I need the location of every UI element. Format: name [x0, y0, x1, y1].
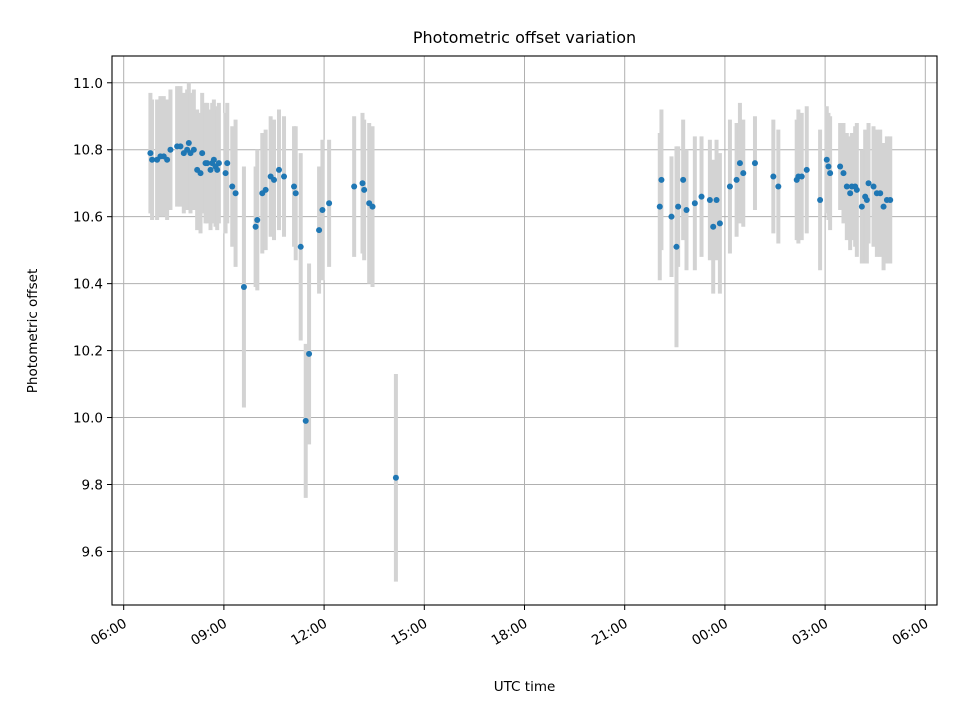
data-point: [740, 170, 747, 177]
data-point: [262, 186, 269, 193]
data-point: [843, 183, 850, 190]
data-point: [224, 160, 231, 167]
data-point: [240, 283, 247, 290]
data-point: [803, 166, 810, 173]
data-point: [199, 150, 206, 157]
data-point: [823, 156, 830, 163]
y-tick-label: 11.0: [73, 76, 103, 92]
data-point: [656, 203, 663, 210]
data-point: [870, 183, 877, 190]
data-point: [190, 146, 197, 153]
data-point: [683, 206, 690, 213]
y-tick-label: 10.2: [73, 344, 103, 360]
data-point: [798, 173, 805, 180]
data-point: [858, 203, 865, 210]
data-point: [736, 160, 743, 167]
data-point: [207, 166, 214, 173]
data-point: [775, 183, 782, 190]
data-point: [673, 243, 680, 250]
data-point: [319, 206, 326, 213]
y-tick-label: 10.8: [73, 143, 103, 159]
y-tick-label: 10.6: [73, 210, 103, 226]
data-point: [281, 173, 288, 180]
data-point: [361, 186, 368, 193]
data-point: [837, 163, 844, 170]
data-point: [863, 196, 870, 203]
data-point: [359, 180, 366, 187]
data-point: [733, 176, 740, 183]
data-point: [751, 160, 758, 167]
data-point: [716, 220, 723, 227]
data-point: [292, 190, 299, 197]
data-point: [706, 196, 713, 203]
data-point: [658, 176, 665, 183]
y-tick-label: 10.4: [73, 277, 103, 293]
data-point: [726, 183, 733, 190]
data-point: [147, 150, 154, 157]
y-tick-label: 9.6: [82, 544, 103, 560]
data-point: [167, 146, 174, 153]
data-point: [877, 190, 884, 197]
y-tick-label: 9.8: [82, 477, 103, 493]
data-point: [691, 200, 698, 207]
data-point: [817, 196, 824, 203]
chart-title: Photometric offset variation: [413, 28, 636, 47]
data-point: [254, 217, 261, 224]
data-point: [164, 156, 171, 163]
y-axis-label: Photometric offset: [25, 269, 41, 393]
data-point: [351, 183, 358, 190]
data-point: [865, 180, 872, 187]
data-point: [215, 160, 222, 167]
data-point: [252, 223, 259, 230]
data-point: [149, 156, 156, 163]
data-point: [297, 243, 304, 250]
data-point: [770, 173, 777, 180]
data-point: [229, 183, 236, 190]
data-point: [185, 140, 192, 147]
y-axis: 9.6 9.8 10.0 10.2 10.4 10.6 10.8 11.0: [73, 76, 112, 560]
data-point: [887, 196, 894, 203]
data-point: [222, 170, 229, 177]
data-point: [306, 350, 313, 357]
data-points: [147, 140, 894, 481]
data-point: [680, 176, 687, 183]
data-point: [668, 213, 675, 220]
data-point: [369, 203, 376, 210]
data-point: [214, 166, 221, 173]
data-point: [847, 190, 854, 197]
grid: [112, 56, 937, 605]
data-point: [713, 196, 720, 203]
data-point: [204, 160, 211, 167]
data-point: [316, 227, 323, 234]
data-point: [270, 176, 277, 183]
data-point: [291, 183, 298, 190]
data-point: [302, 417, 309, 424]
data-point: [675, 203, 682, 210]
x-axis-label: UTC time: [494, 679, 556, 695]
data-point: [326, 200, 333, 207]
data-point: [210, 156, 217, 163]
data-point: [880, 203, 887, 210]
data-point: [276, 166, 283, 173]
data-point: [698, 193, 705, 200]
data-point: [392, 474, 399, 481]
data-point: [710, 223, 717, 230]
data-point: [177, 143, 184, 150]
data-point: [840, 170, 847, 177]
data-point: [827, 170, 834, 177]
y-tick-label: 10.0: [73, 411, 103, 427]
data-point: [825, 163, 832, 170]
data-point: [853, 186, 860, 193]
data-point: [197, 170, 204, 177]
data-point: [232, 190, 239, 197]
